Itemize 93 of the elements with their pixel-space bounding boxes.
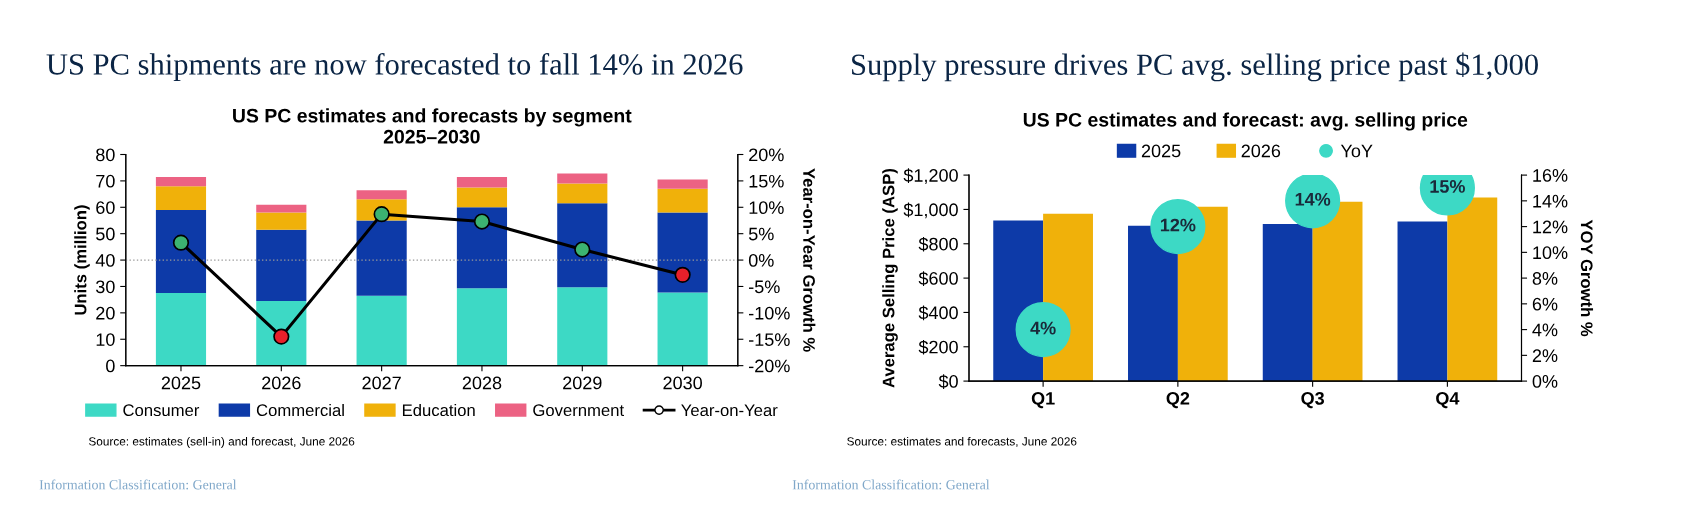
chart-subtitle: US PC estimates and forecasts by segment 2025–2030: [233, 108, 632, 144]
x-tick-label: Q3: [1301, 391, 1325, 409]
text: Information Classification: General: [39, 479, 237, 490]
bar: [1397, 221, 1448, 382]
y2-tick-label: 15%: [749, 174, 784, 188]
bar: [356, 190, 407, 200]
y2-tick-label: -20%: [749, 359, 790, 373]
source-note: Source: estimates and forecasts, June 2026: [847, 436, 1077, 447]
y2-tick-label: 4%: [1532, 323, 1558, 337]
x-tick-label: 2027: [362, 376, 401, 390]
legend-label: Consumer: [123, 404, 200, 417]
y-axis-title: Average Selling Price (ASP): [882, 169, 898, 388]
x-tick-label: 2026: [262, 376, 301, 390]
x-tick-label: Q1: [1031, 391, 1055, 409]
legend-label: Year-on-Year: [681, 404, 778, 417]
bar: [657, 179, 708, 189]
y2-tick-label: 20%: [749, 148, 784, 162]
y-tick-label: $1,000: [903, 202, 958, 219]
bar: [657, 212, 708, 293]
y-axis-title: Units (million): [74, 205, 90, 315]
text: Information Classification: General: [792, 479, 990, 490]
bar: [356, 220, 407, 296]
y2-tick-label: -15%: [749, 333, 790, 346]
legend-label: Commercial: [256, 403, 344, 417]
bar: [557, 173, 608, 184]
y-tick-label: 60: [96, 201, 115, 215]
y-tick-label: $400: [918, 305, 958, 321]
y2-axis-title: YOY Growth %: [1580, 219, 1594, 337]
legend-label: YoY: [1340, 144, 1373, 158]
y2-tick-label: 10%: [1533, 246, 1568, 260]
bar: [557, 287, 608, 366]
legend-label: Government: [533, 404, 624, 417]
bar: [557, 203, 608, 288]
y2-tick-label: 0%: [1532, 375, 1558, 388]
bar: [456, 187, 508, 208]
y-tick-label: $0: [938, 374, 958, 389]
y-tick-label: 30: [95, 280, 115, 294]
bar: [155, 293, 207, 366]
bar: [155, 176, 207, 187]
bar: [456, 288, 508, 366]
legend-label: 2025: [1141, 144, 1181, 158]
y-tick-label: 80: [96, 148, 115, 162]
bar: [1262, 224, 1313, 382]
chart-subtitle: US PC estimates and forecast: avg. selling price: [1023, 112, 1468, 131]
y-tick-label: $800: [918, 236, 958, 252]
y-tick-label: 40: [95, 254, 115, 267]
x-tick-label: 2025: [161, 376, 201, 390]
y2-tick-label: 8%: [1532, 272, 1558, 285]
bar: [256, 212, 307, 230]
bar: [155, 186, 207, 210]
bar: [256, 229, 307, 301]
bar: [1447, 197, 1498, 382]
y2-axis-title: Year-on-Year Growth %: [803, 168, 816, 352]
y2-tick-label: 12%: [1533, 220, 1568, 234]
y-tick-label: 20: [96, 306, 115, 320]
bar: [256, 204, 307, 213]
y-tick-label: 50: [96, 227, 115, 241]
y2-tick-label: 16%: [1533, 169, 1568, 182]
y2-tick-label: 6%: [1532, 297, 1558, 311]
x-tick-label: 2030: [663, 376, 702, 390]
bar: [557, 183, 608, 204]
y-tick-label: 0: [106, 359, 115, 373]
y-tick-label: $1,200: [903, 168, 958, 184]
legend-label: Education: [402, 403, 475, 417]
y-tick-label: $600: [918, 271, 958, 286]
bar: [456, 207, 508, 289]
data-label: 15%: [1430, 180, 1465, 193]
y2-tick-label: 2%: [1532, 349, 1558, 362]
y2-tick-label: 10%: [749, 201, 784, 215]
x-tick-label: Q4: [1436, 391, 1460, 409]
y2-tick-label: -5%: [749, 280, 780, 294]
x-tick-label: 2029: [563, 376, 602, 390]
legend-label: 2026: [1241, 144, 1281, 158]
y2-tick-label: 5%: [748, 227, 774, 241]
y2-tick-label: 0%: [748, 254, 774, 267]
chart-title: US PC shipments are now forecasted to fall 14% in 2026: [46, 52, 743, 81]
y-tick-label: $200: [918, 339, 958, 355]
y2-tick-label: 14%: [1533, 194, 1568, 208]
x-tick-label: Q2: [1166, 391, 1190, 409]
bar: [657, 188, 708, 213]
y2-tick-label: -10%: [749, 306, 790, 320]
bar: [456, 176, 508, 188]
y-tick-label: 70: [96, 174, 115, 188]
data-label: 4%: [1030, 321, 1056, 335]
bar: [657, 292, 708, 366]
bar: [155, 209, 207, 294]
data-label: 12%: [1160, 218, 1196, 232]
data-label: 14%: [1295, 192, 1331, 206]
source-note: Source: estimates (sell-in) and forecast, June 2026: [88, 436, 355, 448]
bar: [356, 295, 407, 366]
x-tick-label: 2028: [462, 376, 502, 390]
chart-title: Supply pressure drives PC avg. selling price past $1,000: [852, 52, 1538, 82]
y-tick-label: 10: [96, 333, 115, 346]
